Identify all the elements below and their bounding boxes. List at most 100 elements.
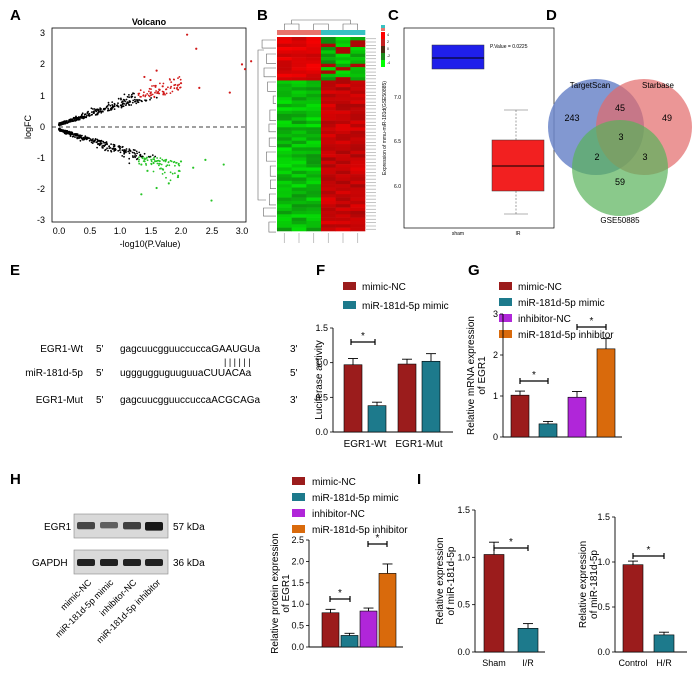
heatmap-cell [350, 167, 366, 172]
heatmap-cell [277, 53, 292, 58]
volcano-point [131, 93, 133, 96]
y-tick-label: 1.5 [315, 323, 328, 333]
heatmap-cell [306, 217, 322, 222]
volcano-point-up [240, 63, 244, 66]
volcano-point [116, 104, 119, 107]
blot-row-label: EGR1 [44, 522, 72, 533]
heatmap-cell [350, 220, 366, 225]
volcano-point [123, 103, 126, 105]
heatmap-cell [335, 117, 351, 121]
heatmap-cell [277, 174, 292, 178]
volcano-point [108, 147, 111, 150]
volcano-point-up [179, 82, 183, 85]
volcano-point [143, 91, 145, 94]
volcano-point [61, 128, 63, 131]
volcano-ytick: 3 [40, 28, 45, 38]
heatmap-cell [335, 47, 351, 51]
heatmap-cells [277, 37, 366, 232]
heatmap-cell [291, 140, 307, 145]
volcano-point [126, 95, 129, 98]
volcano-point [110, 143, 112, 146]
volcano-point [109, 104, 112, 107]
volcano-point [150, 88, 152, 90]
volcano-point [174, 172, 176, 175]
legend-label: inhibitor-NC [518, 314, 571, 325]
volcano-point [136, 99, 139, 102]
volcano-point [174, 164, 176, 167]
heatmap-dendrogram [257, 19, 358, 233]
volcano-point [67, 120, 70, 123]
volcano-point [169, 92, 172, 94]
heatmap-cell [335, 113, 351, 118]
heatmap-cell [277, 140, 292, 145]
heatmap-cell [321, 53, 336, 58]
heatmap-legend-step [381, 32, 385, 39]
heatmap-cell [335, 184, 351, 188]
dendrogram-branch [263, 207, 276, 217]
volcano-point [166, 164, 169, 167]
volcano-point-up [143, 75, 146, 79]
heatmap-cell [291, 90, 307, 95]
bar [653, 634, 675, 653]
volcano-point [74, 133, 77, 136]
blot-band-gapdh [100, 559, 118, 566]
y-tick-label: 0.0 [291, 642, 304, 652]
heatmap-cell [321, 110, 336, 115]
heatmap-cell [306, 37, 322, 41]
bar [378, 573, 397, 648]
heatmap-cell [291, 220, 307, 225]
heatmap-cell [306, 107, 322, 111]
heatmap-cell [306, 77, 322, 81]
heatmap-cell [335, 197, 351, 202]
volcano-yticks: 3 2 1 0 -1 -2 -3 [37, 28, 45, 225]
heatmap-cell [335, 194, 351, 198]
volcano-point [120, 101, 123, 103]
volcano-point [66, 132, 69, 135]
heatmap-cell [350, 70, 366, 75]
legend-label: mimic-NC [312, 477, 356, 488]
seq-text: ugggugguguuguuaCUUACAa [120, 368, 252, 379]
heatmap-cell [306, 190, 322, 195]
volcano-point [107, 103, 110, 106]
heatmap-cell [350, 187, 366, 192]
heatmap-cell [277, 113, 292, 118]
volcano-point [84, 136, 87, 138]
volcano-point [72, 135, 75, 138]
volcano-point [108, 145, 111, 148]
x-tick-label: I/R [522, 658, 534, 668]
boxplot-xtick: sham [452, 231, 464, 237]
volcano-point [100, 140, 103, 142]
heatmap-cell [291, 93, 307, 98]
volcano-point [100, 142, 103, 145]
volcano-point [128, 162, 131, 165]
volcano-point [151, 85, 153, 87]
heatmap-cell [306, 87, 322, 91]
volcano-point [106, 105, 108, 108]
heatmap-cell [335, 67, 351, 71]
volcano-point [135, 150, 138, 153]
heatmap-cell [277, 43, 292, 48]
volcano-point [84, 116, 86, 119]
volcano-point [105, 141, 108, 143]
heatmap-cell [335, 214, 351, 218]
volcano-point [64, 120, 66, 123]
dendrogram-branch [257, 49, 266, 201]
dendrogram-branch [291, 19, 351, 24]
y-axis-label: Relative protein expressionof EGR1 [270, 533, 292, 654]
heatmap-cell [277, 103, 292, 108]
volcano-point [164, 93, 166, 96]
heatmap-cell [291, 97, 307, 101]
bar-chart-mir-sham: 0.0 0.5 1.0 1.5 Relative expressionof miR-18… [435, 505, 545, 668]
volcano-point [139, 154, 142, 157]
heatmap-cell [321, 200, 336, 205]
y-tick-label: 0.5 [457, 600, 470, 610]
volcano-point [143, 158, 146, 161]
heatmap-cell [306, 110, 322, 115]
heatmap-cell [277, 40, 292, 44]
venn-count: 2 [594, 152, 599, 162]
bar [483, 554, 505, 653]
volcano-point-down [179, 160, 183, 163]
dendrogram-branch [266, 53, 276, 64]
volcano-point [125, 151, 127, 154]
volcano-point [93, 141, 95, 143]
